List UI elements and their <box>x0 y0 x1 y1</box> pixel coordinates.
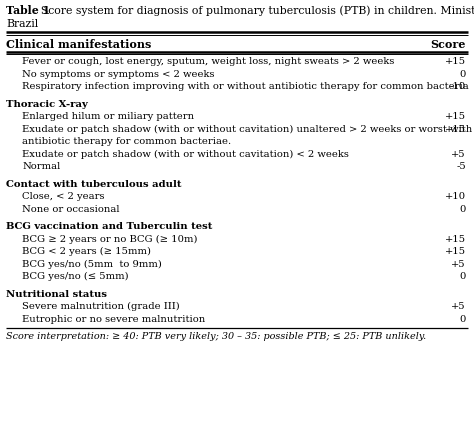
Text: Contact with tuberculous adult: Contact with tuberculous adult <box>6 180 182 189</box>
Text: BCG ≥ 2 years or no BCG (≥ 10m): BCG ≥ 2 years or no BCG (≥ 10m) <box>22 234 198 244</box>
Text: +15: +15 <box>445 57 466 66</box>
Text: None or occasional: None or occasional <box>22 204 119 214</box>
Text: BCG vaccination and Tuberculin test: BCG vaccination and Tuberculin test <box>6 222 212 231</box>
Text: -10: -10 <box>450 82 466 91</box>
Text: 0: 0 <box>460 69 466 78</box>
Text: BCG < 2 years (≥ 15mm): BCG < 2 years (≥ 15mm) <box>22 247 151 256</box>
Text: Table 1: Table 1 <box>6 5 50 16</box>
Text: Close, < 2 years: Close, < 2 years <box>22 192 104 201</box>
Text: . Score system for diagnosis of pulmonary tuberculosis (PTB) in children. Minist: . Score system for diagnosis of pulmonar… <box>34 5 474 16</box>
Text: Score interpretation: ≥ 40: PTB very likely; 30 – 35: possible PTB; ≤ 25: PTB un: Score interpretation: ≥ 40: PTB very lik… <box>6 332 426 341</box>
Text: 0: 0 <box>460 314 466 323</box>
Text: +15: +15 <box>445 125 466 134</box>
Text: Enlarged hilum or miliary pattern: Enlarged hilum or miliary pattern <box>22 112 194 121</box>
Text: +5: +5 <box>451 302 466 311</box>
Text: +5: +5 <box>451 259 466 268</box>
Text: Severe malnutrition (grade III): Severe malnutrition (grade III) <box>22 302 180 311</box>
Text: +15: +15 <box>445 234 466 244</box>
Text: BCG yes/no (5mm  to 9mm): BCG yes/no (5mm to 9mm) <box>22 259 162 269</box>
Text: Respiratory infection improving with or without antibiotic therapy for common ba: Respiratory infection improving with or … <box>22 82 469 91</box>
Text: antibiotic therapy for common bacteriae.: antibiotic therapy for common bacteriae. <box>22 137 231 146</box>
Text: Eutrophic or no severe malnutrition: Eutrophic or no severe malnutrition <box>22 314 205 323</box>
Text: Clinical manifestations: Clinical manifestations <box>6 39 151 49</box>
Text: Exudate or patch shadow (with or without cavitation) unaltered > 2 weeks or wors: Exudate or patch shadow (with or without… <box>22 125 472 134</box>
Text: Score: Score <box>430 39 466 49</box>
Text: +5: +5 <box>451 150 466 159</box>
Text: Exudate or patch shadow (with or without cavitation) < 2 weeks: Exudate or patch shadow (with or without… <box>22 150 349 159</box>
Text: +10: +10 <box>445 192 466 201</box>
Text: Normal: Normal <box>22 162 60 171</box>
Text: 0: 0 <box>460 272 466 281</box>
Text: Nutritional status: Nutritional status <box>6 289 107 298</box>
Text: +15: +15 <box>445 247 466 256</box>
Text: Thoracic X-ray: Thoracic X-ray <box>6 99 88 108</box>
Text: Fever or cough, lost energy, sputum, weight loss, night sweats > 2 weeks: Fever or cough, lost energy, sputum, wei… <box>22 57 394 66</box>
Text: 0: 0 <box>460 204 466 214</box>
Text: +15: +15 <box>445 112 466 121</box>
Text: No symptoms or symptoms < 2 weeks: No symptoms or symptoms < 2 weeks <box>22 69 215 78</box>
Text: Brazil: Brazil <box>6 19 38 29</box>
Text: BCG yes/no (≤ 5mm): BCG yes/no (≤ 5mm) <box>22 272 128 281</box>
Text: -5: -5 <box>456 162 466 171</box>
